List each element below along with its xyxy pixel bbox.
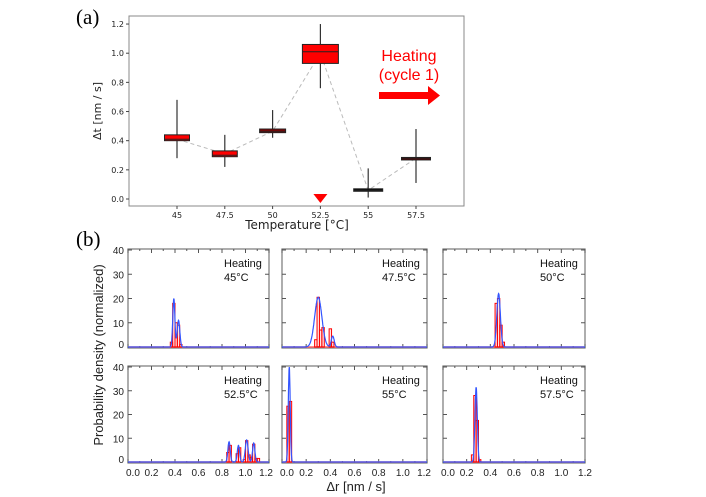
- x-tick-label: 0.4: [323, 468, 337, 479]
- y-tick-label: 0.0: [111, 195, 124, 204]
- histogram-bar: [496, 298, 501, 348]
- kde-curve: [128, 438, 269, 463]
- histogram-bar: [331, 341, 335, 348]
- plot-frame: [128, 15, 465, 207]
- x-tick-label: 55: [363, 211, 373, 220]
- y-tick-label: 1.0: [111, 49, 124, 58]
- x-tick-label: 0.8: [215, 468, 229, 479]
- kde-curve: [282, 296, 427, 348]
- box-47.5: [211, 150, 238, 158]
- x-tick-label: 0.2: [460, 468, 474, 479]
- y-tick-label: 20: [113, 295, 125, 306]
- x-tick-label: 0.2: [299, 468, 313, 479]
- histogram-grid: 010203040Heating45°CHeating47.5°CHeating…: [113, 246, 593, 479]
- x-tick-label: 1.2: [417, 468, 431, 479]
- x-tick-label: 50: [268, 211, 278, 220]
- histogram-panel-55°C: 0.0 0.2 0.4 0.6 0.8 1.0 1.2 Heating 55°C: [280, 365, 431, 479]
- y-tick-label: 0: [118, 455, 124, 466]
- panel-temperature: 52.5°C: [224, 389, 258, 401]
- y-tick-label: 40: [113, 363, 125, 374]
- x-tick-label: 0.6: [507, 468, 521, 479]
- panel-temperature: 45°C: [224, 272, 249, 284]
- down-triangle-marker-icon: [313, 194, 328, 203]
- y-tick-label: 40: [113, 246, 125, 257]
- panel-title: Heating: [540, 258, 578, 270]
- x-tick-label: 52.5: [311, 211, 329, 220]
- panel-title: Heating: [382, 258, 420, 270]
- x-tick-label: 0.0: [126, 468, 140, 479]
- top-y-axis-label: Δt [nm / s]: [91, 82, 104, 140]
- right-arrow-icon: [379, 86, 440, 105]
- panel-label-b: (b): [76, 227, 101, 251]
- x-tick-label: 0.4: [168, 468, 182, 479]
- x-tick-label: 45: [172, 211, 182, 220]
- y-tick-label: 30: [113, 387, 125, 398]
- x-tick-label: 0.4: [483, 468, 497, 479]
- y-tick-label: 30: [113, 270, 125, 281]
- y-tick-label: 10: [113, 319, 125, 330]
- x-tick-label: 1.0: [239, 468, 253, 479]
- histogram-panel-47.5°C: Heating 47.5°C: [281, 248, 428, 349]
- panel-frame: [442, 365, 586, 464]
- box-57.5: [401, 156, 431, 161]
- histogram-panel-52.5°C: 0 10 20 30 40 0.0 0.2 0.4 0.6 0.8 1.0 1.2 Heating 52.…: [113, 363, 274, 479]
- y-tick-label: 0.4: [111, 137, 124, 146]
- panel-frame: [281, 248, 428, 349]
- x-tick-label: 0.6: [348, 468, 362, 479]
- panel-temperature: 57.5°C: [540, 389, 574, 401]
- histogram-panel-57.5°C: 0.0 0.2 0.4 0.6 0.8 1.0 1.2 Heating 57.5°C: [441, 365, 592, 479]
- x-tick-label: 57.5: [407, 211, 425, 220]
- heating-annotation-line2: (cycle 1): [379, 67, 439, 84]
- y-tick-label: 0.8: [111, 78, 124, 87]
- y-tick-label: 20: [113, 411, 125, 422]
- x-tick-label: 1.2: [259, 468, 273, 479]
- x-tick-label: 1.0: [396, 468, 410, 479]
- x-tick-label: 47.5: [216, 211, 234, 220]
- panel-temperature: 55°C: [382, 389, 407, 401]
- bottom-x-axis-label: Δr [nm / s]: [326, 479, 385, 494]
- x-tick-label: 0.0: [441, 468, 455, 479]
- x-tick-label: 1.2: [578, 468, 592, 479]
- heating-annotation-line1: Heating: [381, 48, 436, 65]
- bottom-y-axis-label: Probability density (normalized): [91, 264, 106, 445]
- kde-curve: [443, 292, 585, 348]
- mean-trend-line: [176, 52, 417, 192]
- kde-curve: [282, 366, 427, 463]
- panel-temperature: 47.5°C: [382, 272, 416, 284]
- kde-curve: [443, 387, 585, 463]
- panel-temperature: 50°C: [540, 272, 565, 284]
- y-tick-label: 1.2: [111, 20, 124, 29]
- box-plot: 0.0 0.2 0.4 0.6 0.8 1.0 1.2 45 47.5 50 52.5 55 57.5: [111, 15, 465, 220]
- top-x-axis-label: Temperature [°C]: [244, 218, 349, 232]
- x-tick-label: 0.0: [280, 468, 294, 479]
- histogram-panel-45°C: 0 10 20 30 40 Heating 45°C: [113, 246, 270, 351]
- x-tick-label: 1.0: [554, 468, 568, 479]
- y-tick-label: 0.6: [111, 108, 124, 117]
- box-52.5: [301, 43, 339, 64]
- box-45: [164, 134, 190, 142]
- panel-label-a: (a): [76, 5, 99, 29]
- panel-title: Heating: [224, 375, 262, 387]
- kde-curve: [128, 298, 269, 348]
- panel-title: Heating: [224, 258, 262, 270]
- panel-title: Heating: [540, 375, 578, 387]
- histogram-panel-50°C: Heating 50°C: [442, 248, 586, 349]
- x-tick-label: 0.8: [531, 468, 545, 479]
- panel-title: Heating: [382, 375, 420, 387]
- y-tick-label: 10: [113, 434, 125, 445]
- y-tick-label: 0.2: [111, 166, 124, 175]
- x-tick-label: 0.8: [372, 468, 386, 479]
- x-tick-label: 0.6: [192, 468, 206, 479]
- x-tick-label: 0.2: [145, 468, 159, 479]
- y-tick-label: 0: [118, 340, 124, 351]
